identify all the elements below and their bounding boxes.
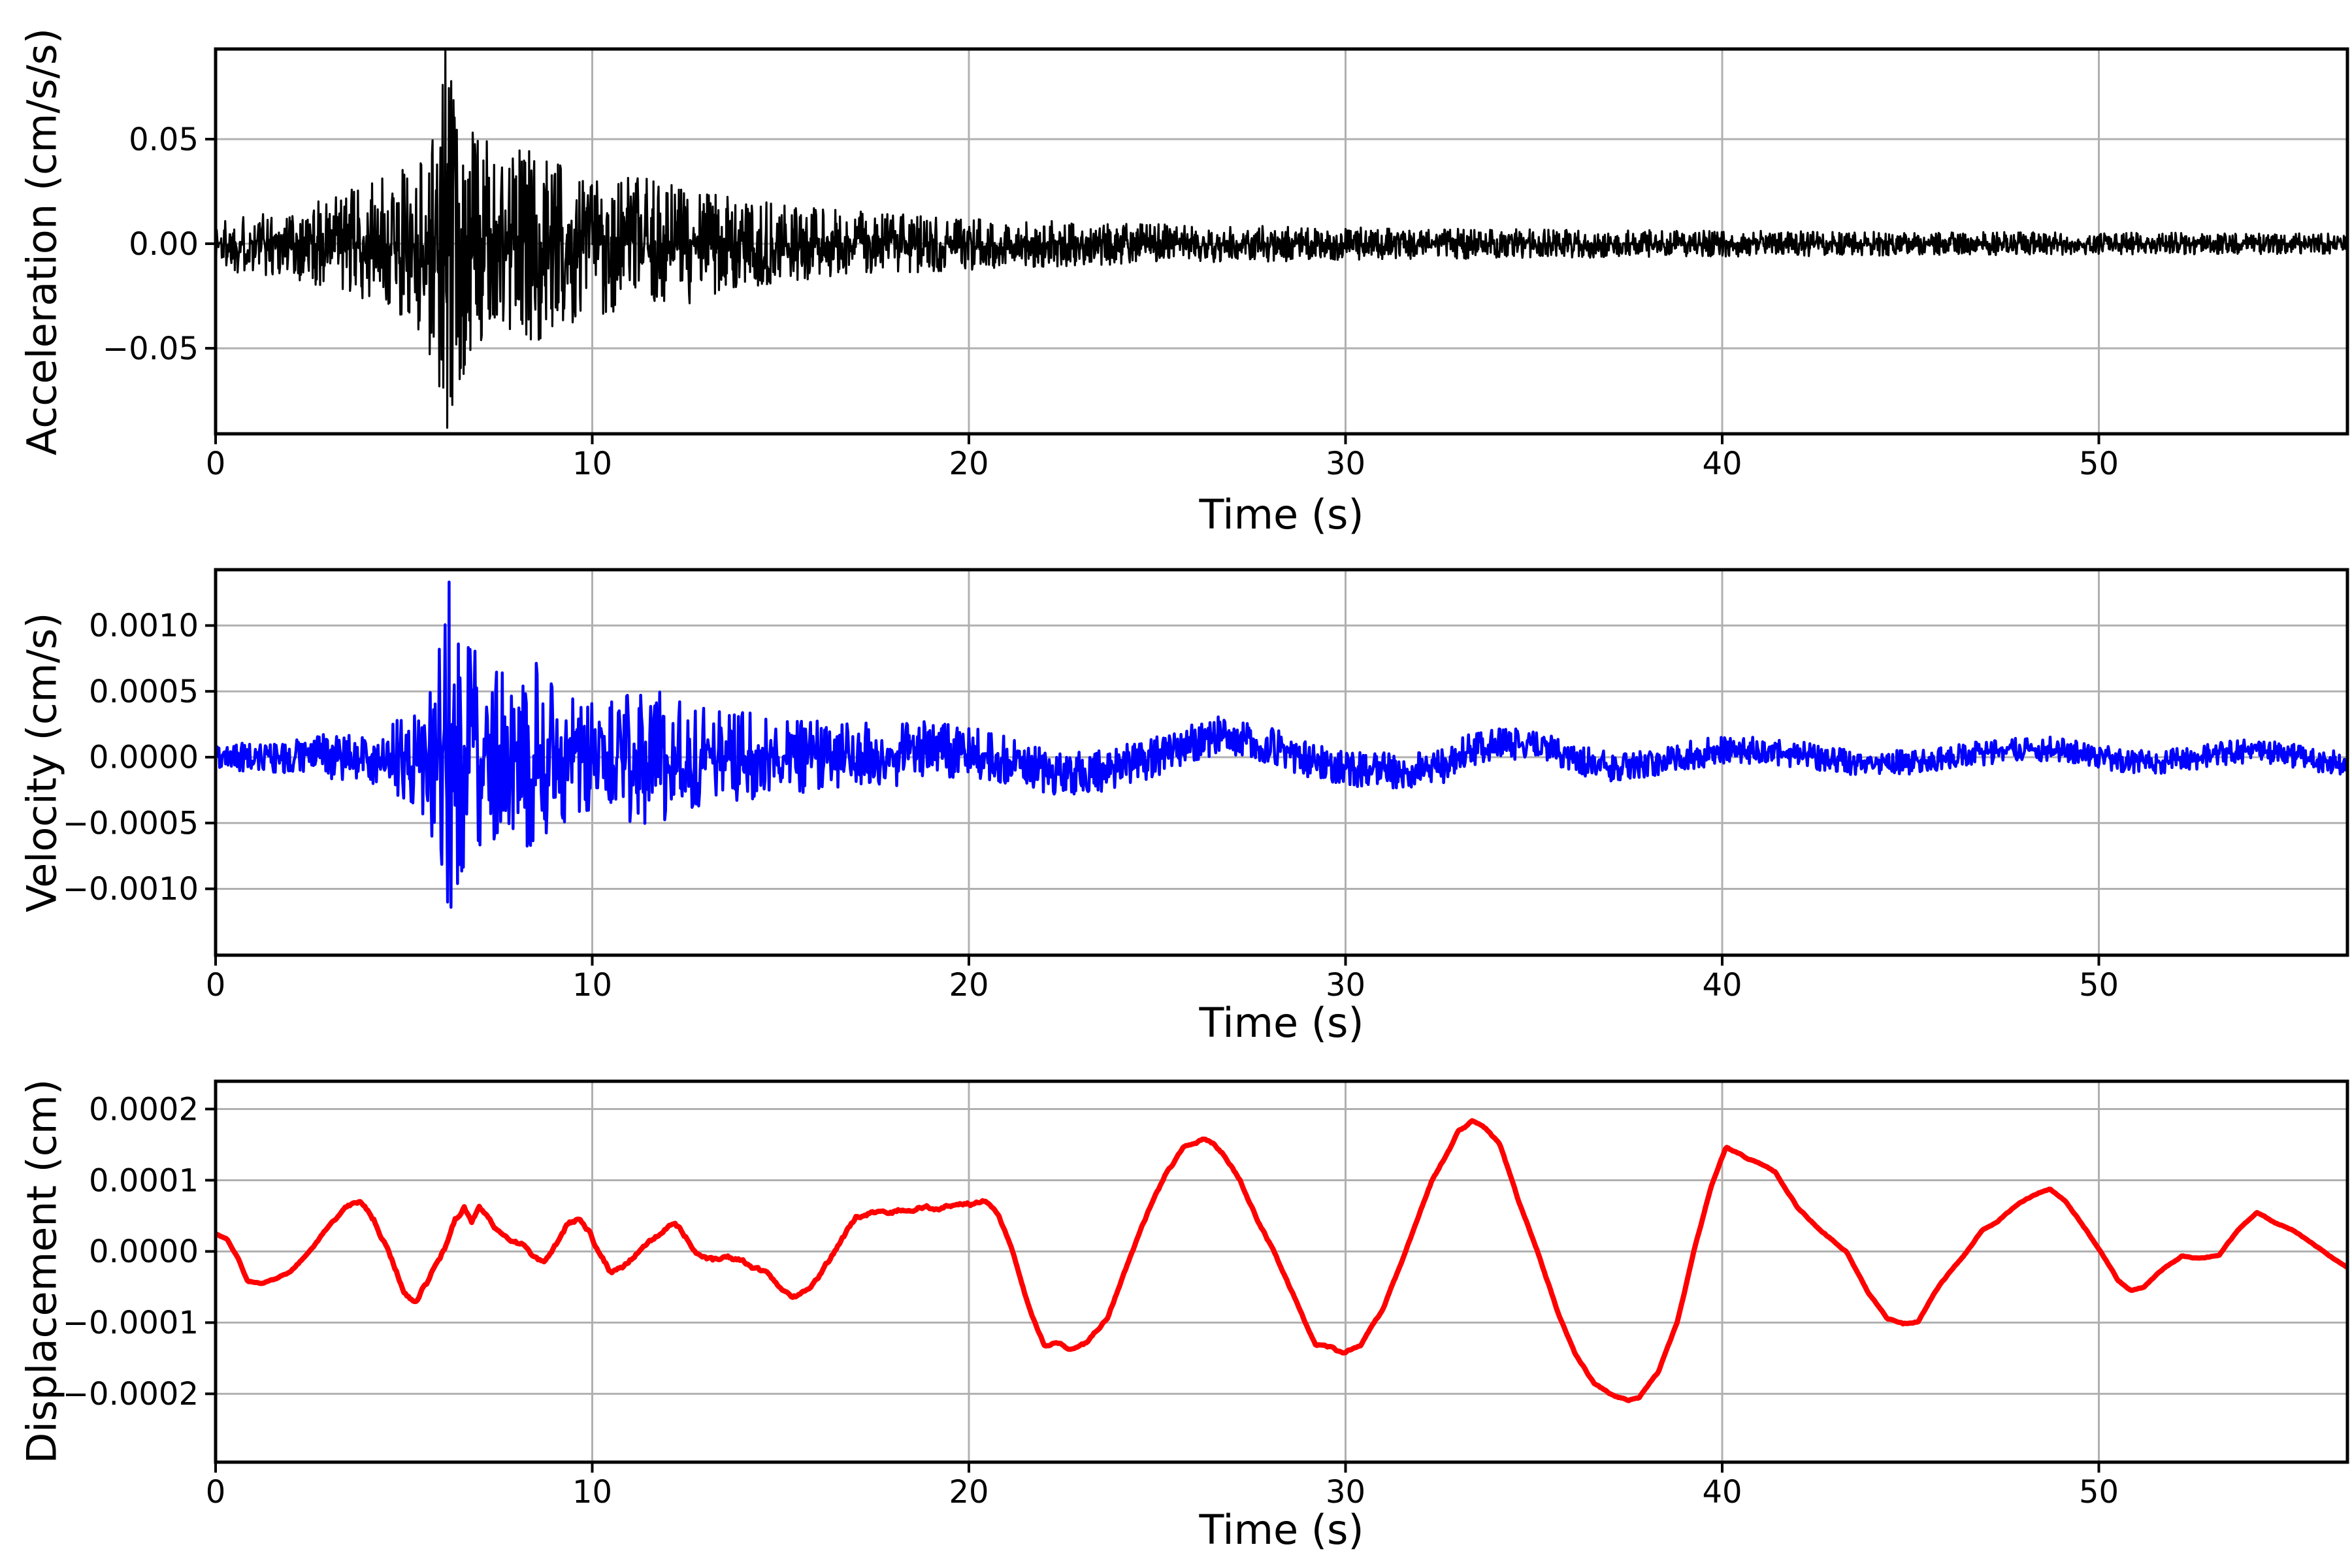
axes-spines	[214, 47, 2349, 436]
acceleration-trace	[216, 50, 2347, 429]
x-tick-label: 40	[1702, 446, 1742, 482]
acceleration-x-axis-label: Time (s)	[1199, 491, 1364, 538]
displacement-plot: 0 10 20 30 40 50 0.0002 0.0001 0.0000 −0.0001 −0.0…	[63, 1079, 2349, 1511]
acceleration-y-axis-label: Acceleration (cm/s/s)	[18, 27, 66, 456]
axes-spines	[214, 1079, 2349, 1464]
x-tick-label: 50	[2079, 1474, 2119, 1511]
y-tick-label: −0.0002	[63, 1376, 199, 1413]
y-tick-label: 0.0005	[89, 674, 199, 710]
velocity-y-axis-label: Velocity (cm/s)	[18, 612, 66, 913]
y-tick-label: −0.0005	[63, 805, 199, 841]
x-tick-label: 40	[1702, 1474, 1742, 1511]
y-tick-label: 0.0000	[89, 1233, 199, 1270]
axes-spines	[214, 568, 2349, 957]
x-tick-label: 40	[1702, 967, 1742, 1004]
x-tick-label: 20	[949, 967, 988, 1004]
x-tick-label: 20	[949, 446, 988, 482]
y-tick-label: −0.05	[103, 331, 199, 367]
y-tick-label: −0.0001	[63, 1305, 199, 1341]
velocity-x-axis-label: Time (s)	[1199, 999, 1364, 1047]
x-tick-label: 20	[949, 1474, 988, 1511]
y-tick-label: 0.0000	[89, 740, 199, 776]
y-tick-label: 0.0010	[89, 608, 199, 644]
x-tick-label: 0	[206, 446, 226, 482]
x-tick-label: 30	[1326, 446, 1365, 482]
x-tick-label: 30	[1326, 1474, 1365, 1511]
x-tick-label: 50	[2079, 446, 2119, 482]
y-tick-label: 0.0002	[89, 1091, 199, 1128]
x-tick-label: 0	[206, 1474, 226, 1511]
displacement-y-axis-label: Displacement (cm)	[18, 1079, 66, 1464]
y-tick-label: −0.0010	[63, 871, 199, 907]
x-tick-label: 10	[572, 1474, 612, 1511]
y-tick-label: 0.00	[129, 226, 199, 263]
y-tick-label: 0.05	[129, 122, 199, 158]
x-tick-label: 0	[206, 967, 226, 1004]
acceleration-plot: 0 10 20 30 40 50 0.05 0.00 −0.05	[103, 47, 2349, 482]
displacement-trace	[216, 1118, 2347, 1403]
displacement-x-axis-label: Time (s)	[1199, 1506, 1364, 1554]
x-tick-label: 50	[2079, 967, 2119, 1004]
x-tick-label: 10	[572, 446, 612, 482]
velocity-plot: 0 10 20 30 40 50 0.0010 0.0005 0.0000 −0.0005 −0.0…	[63, 568, 2349, 1004]
x-tick-label: 10	[572, 967, 612, 1004]
x-tick-label: 30	[1326, 967, 1365, 1004]
y-tick-label: 0.0001	[89, 1162, 199, 1199]
velocity-trace	[216, 580, 2347, 909]
